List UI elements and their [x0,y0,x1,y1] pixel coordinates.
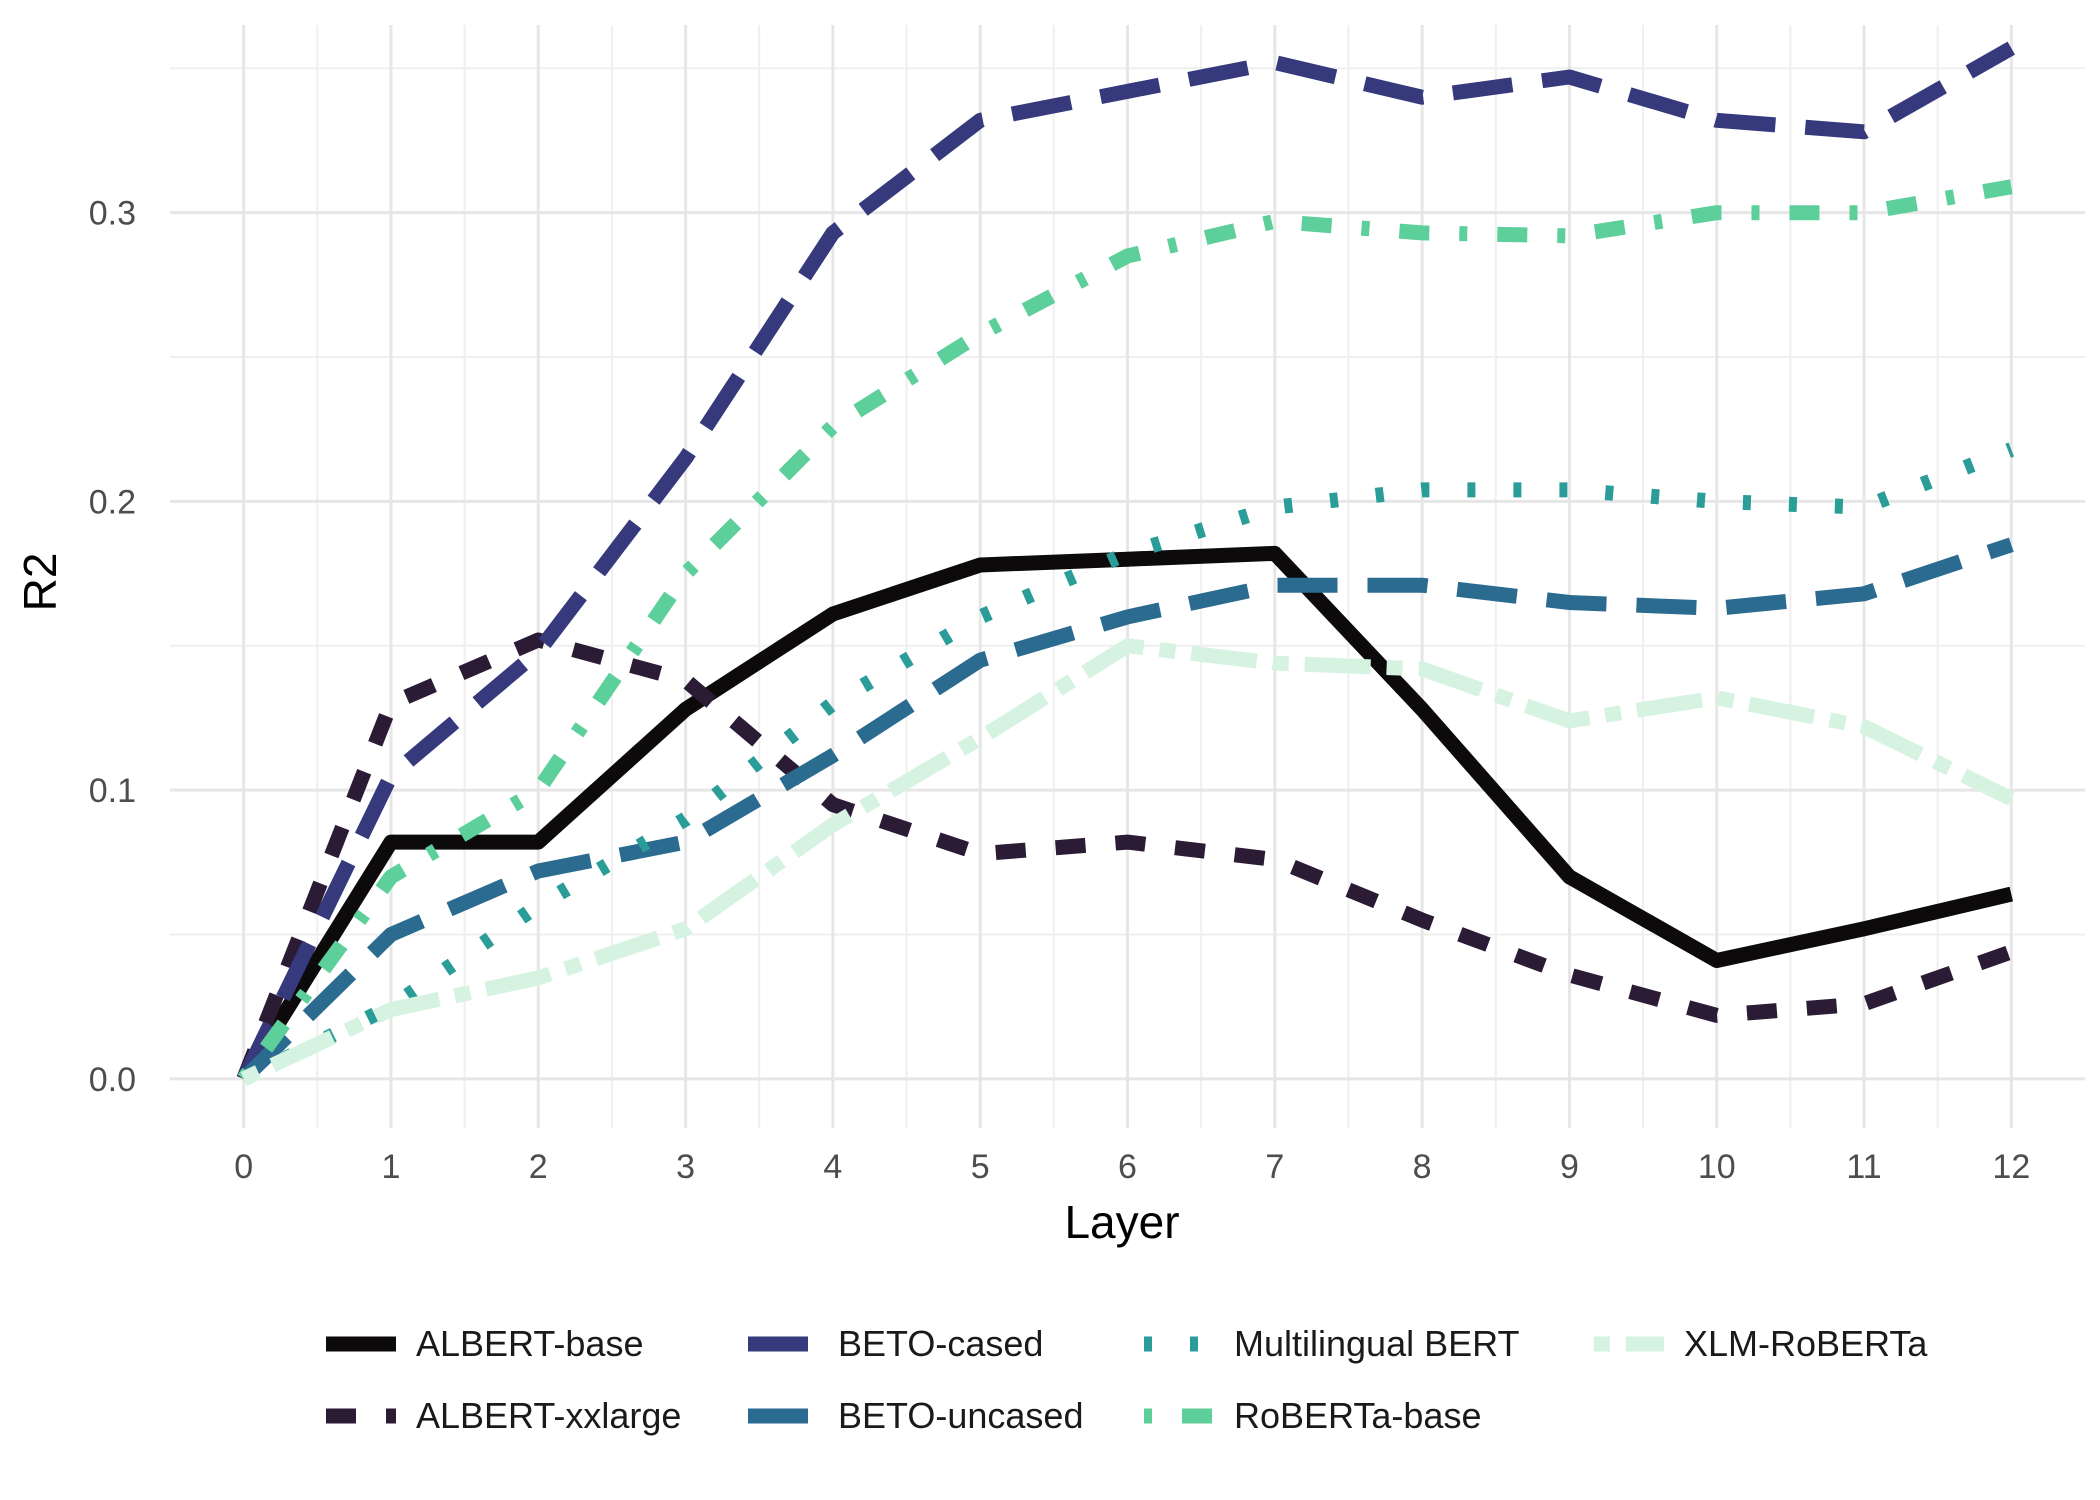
series-line-albert-base [237,545,2014,1083]
legend: ALBERT-base ALBERT-xxlarge BETO-cased BETO-… [326,1323,1928,1436]
x-axis-tick-labels: 0 1 2 3 4 5 6 7 8 9 10 11 12 [234,1148,2030,1186]
y-tick-label: 0.0 [89,1061,136,1099]
legend-label-multilingual-bert: Multilingual BERT [1234,1323,1519,1364]
x-tick-label: 6 [1118,1148,1137,1186]
x-tick-label: 4 [823,1148,842,1186]
x-tick-label: 12 [1992,1148,2030,1186]
x-tick-label: 9 [1560,1148,1579,1186]
series-line-beto-cased [236,41,2016,1083]
series-line-albert-xxlarge [236,632,2014,1082]
legend-label-beto-uncased: BETO-uncased [838,1395,1083,1436]
y-axis-tick-labels: 0.0 0.1 0.2 0.3 [89,195,136,1099]
legend-label-albert-xxlarge: ALBERT-xxlarge [416,1395,681,1436]
x-tick-label: 3 [676,1148,695,1186]
series-line-roberta-base [237,179,2013,1084]
legend-label-xlm-roberta: XLM-RoBERTa [1684,1323,1928,1364]
x-tick-label: 5 [971,1148,990,1186]
series-line-beto-uncased [238,537,2014,1085]
x-tick-label: 7 [1265,1148,1284,1186]
legend-label-roberta-base: RoBERTa-base [1234,1395,1481,1436]
x-tick-label: 10 [1698,1148,1736,1186]
y-tick-label: 0.1 [89,772,136,810]
series-line-xlm-roberta [240,638,2015,1086]
x-tick-label: 1 [382,1148,401,1186]
x-tick-label: 11 [1846,1148,1881,1186]
y-axis-title: R2 [14,553,66,612]
series-lines [236,41,2016,1086]
x-tick-label: 0 [234,1148,253,1186]
legend-label-beto-cased: BETO-cased [838,1323,1043,1364]
x-axis-title: Layer [1064,1196,1179,1248]
major-gridlines [170,25,2085,1128]
y-tick-label: 0.2 [89,483,136,521]
x-tick-label: 2 [529,1148,548,1186]
legend-label-albert-base: ALBERT-base [416,1323,643,1364]
x-tick-label: 8 [1413,1148,1432,1186]
y-tick-label: 0.3 [89,195,136,233]
